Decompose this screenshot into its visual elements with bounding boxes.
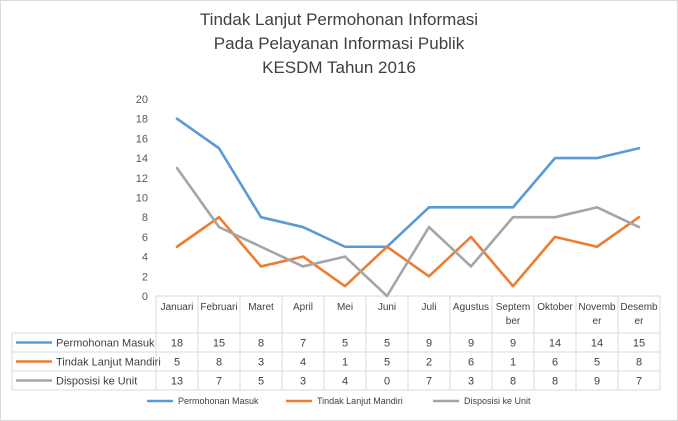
table-cell-value: 0 (384, 376, 390, 388)
chart-title-line-3: KESDM Tahun 2016 (262, 58, 416, 77)
y-tick-label: 14 (136, 153, 148, 165)
table-cell-value: 8 (216, 357, 222, 369)
y-tick-label: 10 (136, 193, 148, 205)
x-tick-label: April (293, 302, 313, 313)
table-cell-value: 7 (300, 338, 306, 350)
x-tick-label: Novemb (578, 302, 616, 313)
chart-title-line-1: Tindak Lanjut Permohonan Informasi (199, 10, 479, 29)
x-tick-label: Desemb (620, 302, 658, 313)
table-cell-value: 5 (594, 357, 600, 369)
chart-title: Tindak Lanjut Permohonan Informasi Pada … (0, 8, 678, 80)
table-cell-value: 1 (510, 357, 516, 369)
table-cell-value: 4 (342, 376, 348, 388)
y-tick-label: 6 (142, 232, 148, 244)
table-cell-value: 5 (384, 338, 390, 350)
table-cell-value: 15 (213, 338, 225, 350)
table-cell-value: 9 (510, 338, 516, 350)
y-tick-label: 20 (136, 94, 148, 106)
y-tick-label: 0 (142, 291, 148, 303)
x-tick-label: Septem (496, 302, 530, 313)
y-tick-label: 4 (142, 252, 148, 264)
table-cell-value: 14 (549, 338, 561, 350)
y-tick-label: 12 (136, 173, 148, 185)
table-cell-value: 8 (636, 357, 642, 369)
table-row-label: Tindak Lanjut Mandiri (56, 357, 161, 369)
x-tick-label: ber (506, 316, 521, 327)
table-cell-value: 1 (342, 357, 348, 369)
table-cell-value: 5 (384, 357, 390, 369)
table-cell-value: 7 (426, 376, 432, 388)
x-tick-label: Januari (161, 302, 194, 313)
table-cell-value: 4 (300, 357, 306, 369)
table-cell-value: 3 (300, 376, 306, 388)
y-tick-label: 8 (142, 212, 148, 224)
x-tick-label: Juli (421, 302, 436, 313)
table-cell-value: 8 (258, 338, 264, 350)
series-line (175, 117, 641, 249)
x-tick-label: Maret (248, 302, 274, 313)
table-cell-value: 13 (171, 376, 183, 388)
table-cell-value: 5 (258, 376, 264, 388)
x-tick-label: Oktober (537, 302, 573, 313)
chart-title-line-2: Pada Pelayanan Informasi Publik (213, 34, 465, 53)
table-cell-value: 3 (468, 376, 474, 388)
table-cell-value: 7 (636, 376, 642, 388)
y-tick-label: 2 (142, 271, 148, 283)
table-cell-value: 6 (468, 357, 474, 369)
table-cell-value: 5 (174, 357, 180, 369)
table-cell-value: 8 (552, 376, 558, 388)
legend-label: Permohonan Masuk (178, 396, 259, 406)
table-cell-value: 8 (510, 376, 516, 388)
x-tick-label: Juni (378, 302, 396, 313)
table-cell-value: 14 (591, 338, 603, 350)
series-line (175, 166, 641, 298)
table-cell-value: 3 (258, 357, 264, 369)
table-row-label: Disposisi ke Unit (56, 376, 137, 388)
x-tick-label: Februari (200, 302, 237, 313)
table-cell-value: 7 (216, 376, 222, 388)
legend-label: Tindak Lanjut Mandiri (317, 396, 403, 406)
table-cell-value: 6 (552, 357, 558, 369)
table-cell-value: 15 (633, 338, 645, 350)
table-cell-value: 2 (426, 357, 432, 369)
y-tick-label: 18 (136, 114, 148, 126)
table-row-label: Permohonan Masuk (56, 338, 155, 350)
x-tick-label: er (593, 316, 603, 327)
x-tick-label: Agustus (453, 302, 489, 313)
table-cell-value: 9 (468, 338, 474, 350)
table-cell-value: 5 (342, 338, 348, 350)
x-tick-label: Mei (337, 302, 353, 313)
table-cell-value: 9 (426, 338, 432, 350)
x-tick-label: er (635, 316, 645, 327)
table-cell-value: 9 (594, 376, 600, 388)
y-tick-label: 16 (136, 133, 148, 145)
legend-label: Disposisi ke Unit (464, 396, 531, 406)
table-cell-value: 18 (171, 338, 183, 350)
